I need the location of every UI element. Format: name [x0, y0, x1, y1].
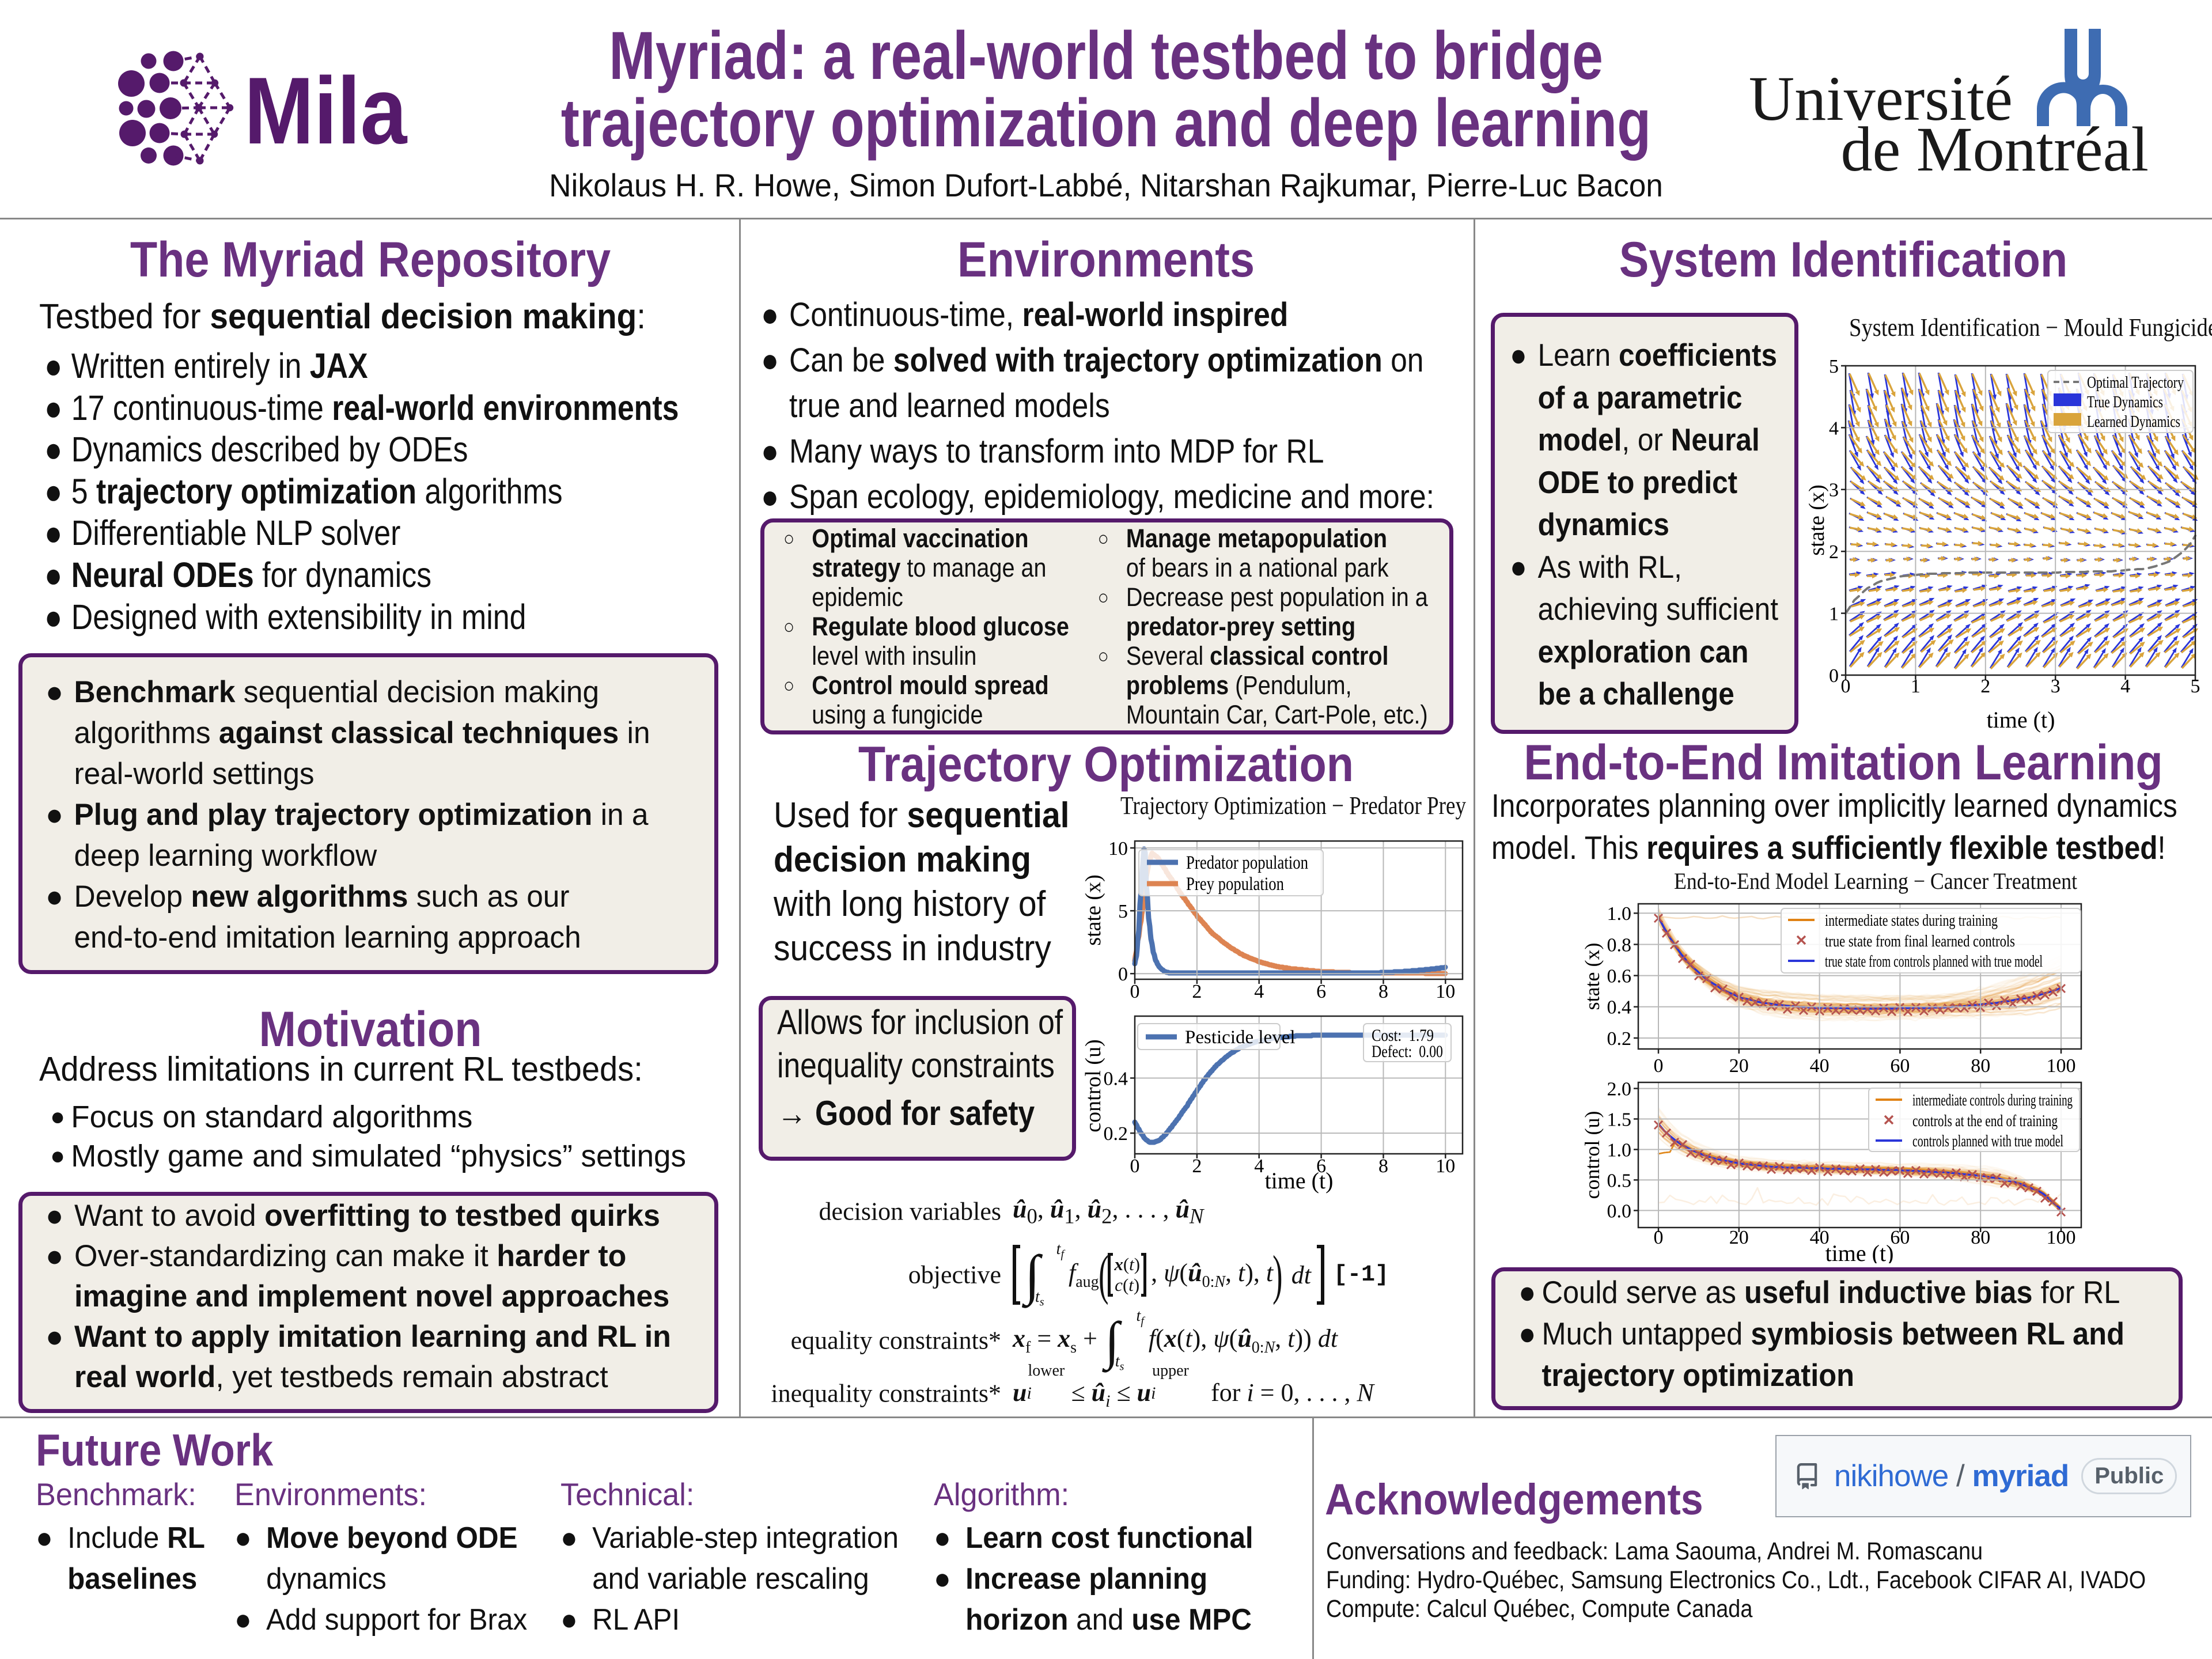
svg-text:0.8: 0.8 [1607, 934, 1632, 956]
svg-text:intermediate states during tra: intermediate states during training [1825, 911, 1998, 930]
svg-text:20: 20 [1729, 1055, 1749, 1077]
svg-text:4: 4 [1829, 418, 1839, 439]
svg-text:System Identification − Mould: System Identification − Mould Fungicide [1849, 313, 2212, 342]
svg-text:0.4: 0.4 [1607, 997, 1632, 1018]
svg-text:100: 100 [2047, 1227, 2076, 1248]
svg-text:time (t): time (t) [1265, 1168, 1334, 1194]
svg-text:10: 10 [1435, 981, 1455, 1002]
svg-text:Prey population: Prey population [1186, 874, 1284, 895]
svg-text:state (x): state (x) [1081, 874, 1105, 945]
svg-text:Pesticide level: Pesticide level [1185, 1027, 1296, 1048]
svg-text:1: 1 [1829, 604, 1839, 625]
svg-text:2: 2 [1980, 676, 1990, 697]
svg-text:6: 6 [1316, 1156, 1326, 1177]
svg-text:0.5: 0.5 [1607, 1170, 1632, 1191]
svg-text:2: 2 [1829, 541, 1839, 563]
svg-text:0.2: 0.2 [1104, 1123, 1128, 1145]
svg-text:state (x): state (x) [1581, 943, 1604, 1010]
svg-text:Optimal Trajectory: Optimal Trajectory [2087, 373, 2184, 392]
svg-text:5: 5 [2191, 676, 2200, 697]
svg-text:1.0: 1.0 [1607, 1139, 1632, 1161]
svg-text:0: 0 [1130, 1156, 1140, 1177]
svg-text:4: 4 [1254, 1156, 1264, 1177]
svg-text:3: 3 [1829, 480, 1839, 501]
svg-text:Predator population: Predator population [1186, 853, 1308, 873]
svg-text:5: 5 [1118, 901, 1128, 922]
svg-text:80: 80 [1971, 1055, 1990, 1077]
svg-text:40: 40 [1810, 1055, 1830, 1077]
svg-text:1.0: 1.0 [1607, 903, 1632, 925]
svg-text:Defect: 0.00: Defect: 0.00 [1372, 1042, 1443, 1061]
svg-text:60: 60 [1890, 1055, 1910, 1077]
svg-text:0.0: 0.0 [1607, 1200, 1632, 1222]
svg-text:Learned Dynamics: Learned Dynamics [2087, 412, 2180, 431]
svg-text:10: 10 [1108, 838, 1128, 859]
svg-text:0: 0 [1654, 1055, 1664, 1077]
svg-text:8: 8 [1378, 981, 1388, 1002]
svg-text:3: 3 [2051, 676, 2061, 697]
svg-text:Trajectory Optimization − Pred: Trajectory Optimization − Predator Prey [1120, 792, 1466, 820]
svg-text:5: 5 [1829, 356, 1839, 377]
svg-text:20: 20 [1729, 1227, 1749, 1248]
svg-text:true state from controls plann: true state from controls planned with tr… [1825, 952, 2043, 971]
svg-text:true state from final learned: true state from final learned controls [1825, 932, 2015, 950]
svg-text:100: 100 [2047, 1055, 2076, 1077]
svg-text:controls planned with true mod: controls planned with true model [1912, 1132, 2063, 1150]
svg-text:Cost: 1.79: Cost: 1.79 [1372, 1026, 1434, 1045]
svg-text:1.5: 1.5 [1607, 1109, 1632, 1130]
svg-text:0: 0 [1118, 964, 1128, 985]
svg-text:60: 60 [1890, 1227, 1910, 1248]
svg-text:0.2: 0.2 [1607, 1028, 1632, 1050]
svg-text:6: 6 [1316, 981, 1326, 1002]
svg-text:End-to-End Model Learning − Ca: End-to-End Model Learning − Cancer Treat… [1674, 872, 2077, 894]
svg-text:10: 10 [1435, 1156, 1455, 1177]
svg-text:0: 0 [1130, 981, 1140, 1002]
svg-text:1: 1 [1911, 676, 1921, 697]
svg-text:0: 0 [1654, 1227, 1664, 1248]
svg-text:intermediate controls during t: intermediate controls during training [1912, 1091, 2073, 1109]
svg-text:8: 8 [1378, 1156, 1388, 1177]
svg-text:time (t): time (t) [1825, 1240, 1894, 1263]
svg-text:state (x): state (x) [1809, 484, 1829, 555]
svg-text:Université: Université [1749, 63, 2013, 134]
svg-text:control (u): control (u) [1081, 1039, 1105, 1132]
svg-text:2: 2 [1192, 1156, 1202, 1177]
svg-text:controls at the end of trainin: controls at the end of training [1912, 1112, 2058, 1130]
svg-text:0.4: 0.4 [1104, 1068, 1128, 1089]
svg-text:2: 2 [1192, 981, 1202, 1002]
svg-text:4: 4 [1254, 981, 1264, 1002]
svg-text:80: 80 [1971, 1227, 1990, 1248]
svg-text:2.0: 2.0 [1607, 1079, 1632, 1100]
svg-text:control (u): control (u) [1581, 1111, 1604, 1199]
svg-text:de Montréal: de Montréal [1840, 114, 2149, 184]
svg-text:Mila: Mila [244, 57, 408, 164]
svg-text:0: 0 [1829, 665, 1839, 687]
svg-text:4: 4 [2120, 676, 2130, 697]
svg-text:0: 0 [1841, 676, 1851, 697]
svg-text:time (t): time (t) [1987, 707, 2055, 733]
svg-text:40: 40 [1810, 1227, 1830, 1248]
svg-text:True Dynamics: True Dynamics [2087, 393, 2163, 411]
svg-text:0.6: 0.6 [1607, 966, 1632, 987]
